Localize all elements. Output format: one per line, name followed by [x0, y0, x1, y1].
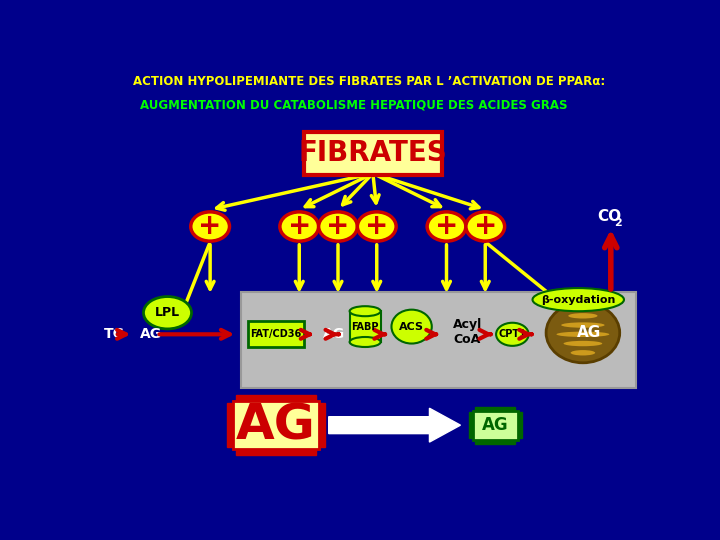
Text: +: +	[435, 213, 458, 240]
Text: AUGMENTATION DU CATABOLISME HEPATIQUE DES ACIDES GRAS: AUGMENTATION DU CATABOLISME HEPATIQUE DE…	[140, 98, 567, 111]
FancyBboxPatch shape	[233, 401, 319, 449]
Text: +: +	[474, 213, 497, 240]
Text: AG: AG	[140, 327, 162, 341]
Ellipse shape	[350, 306, 381, 316]
Ellipse shape	[533, 288, 624, 311]
Ellipse shape	[319, 212, 357, 241]
Ellipse shape	[392, 309, 432, 343]
Ellipse shape	[191, 212, 230, 241]
Text: FABP: FABP	[351, 322, 379, 332]
Polygon shape	[469, 407, 522, 444]
Text: 2: 2	[614, 218, 621, 228]
Text: +: +	[199, 213, 222, 240]
Bar	[350, 311, 381, 342]
Text: +: +	[326, 213, 350, 240]
Polygon shape	[228, 395, 325, 455]
Text: ACS: ACS	[399, 322, 424, 332]
Ellipse shape	[466, 212, 505, 241]
FancyBboxPatch shape	[248, 321, 304, 347]
Text: +: +	[365, 213, 388, 240]
Polygon shape	[329, 408, 461, 442]
Ellipse shape	[564, 341, 602, 346]
Ellipse shape	[350, 337, 381, 347]
Text: AG: AG	[482, 416, 508, 434]
FancyBboxPatch shape	[473, 410, 518, 440]
Text: FAT/CD36: FAT/CD36	[251, 329, 302, 339]
Text: LPL: LPL	[155, 306, 180, 319]
Text: AG: AG	[236, 401, 316, 449]
Text: AG: AG	[577, 325, 601, 340]
Ellipse shape	[357, 212, 396, 241]
Text: AG: AG	[323, 327, 345, 341]
Ellipse shape	[427, 212, 466, 241]
Text: +: +	[287, 213, 311, 240]
Ellipse shape	[143, 296, 192, 329]
Ellipse shape	[546, 303, 620, 363]
Bar	[241, 292, 636, 388]
Text: β-oxydation: β-oxydation	[541, 295, 616, 305]
Ellipse shape	[280, 212, 319, 241]
Text: Acyl
CoA: Acyl CoA	[453, 318, 482, 346]
Text: ACTION HYPOLIPEMIANTE DES FIBRATES PAR L ’ACTIVATION DE PPARα:: ACTION HYPOLIPEMIANTE DES FIBRATES PAR L…	[133, 75, 605, 88]
Text: TG: TG	[104, 327, 125, 341]
Ellipse shape	[557, 332, 609, 337]
Ellipse shape	[568, 313, 598, 319]
Text: FIBRATES: FIBRATES	[299, 139, 447, 167]
Ellipse shape	[571, 350, 595, 355]
Ellipse shape	[561, 322, 605, 328]
Ellipse shape	[496, 323, 528, 346]
Text: CPT1: CPT1	[498, 329, 526, 339]
FancyBboxPatch shape	[304, 132, 442, 175]
Text: CO: CO	[598, 209, 622, 224]
